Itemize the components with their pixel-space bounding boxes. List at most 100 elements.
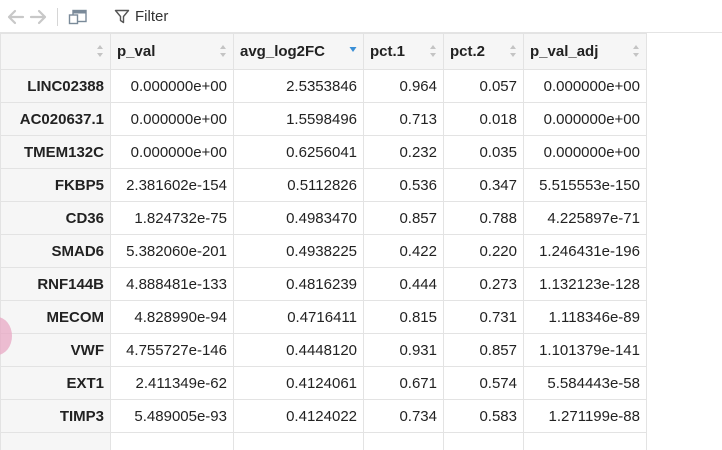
- header-row: p_val avg_log2FC pct.1 pct.2 p_val_adj: [0, 33, 647, 70]
- p-val-adj-cell: 4.225897e-71: [523, 201, 647, 235]
- avg-log2fc-cell: 0.5112826: [233, 168, 364, 202]
- pct-1-cell: 0.857: [363, 201, 444, 235]
- p-val-cell: 4.828990e-94: [110, 300, 234, 334]
- pct-1-cell: [363, 432, 444, 450]
- arrow-left-icon: [7, 9, 25, 25]
- column-header-rownames[interactable]: [0, 33, 111, 70]
- row-name-cell: FKBP5: [0, 168, 111, 202]
- p-val-cell: 0.000000e+00: [110, 135, 234, 169]
- filter-button[interactable]: Filter: [114, 5, 168, 27]
- p-val-cell: 4.888481e-133: [110, 267, 234, 301]
- cursor-highlight: [0, 317, 12, 355]
- table-row: MECOM 4.828990e-94 0.4716411 0.815 0.731…: [0, 300, 647, 334]
- sort-icon: [430, 45, 436, 57]
- row-name-cell: AC020637.1: [0, 102, 111, 136]
- row-name-cell: RNF144B: [0, 267, 111, 301]
- p-val-cell: 5.489005e-93: [110, 399, 234, 433]
- table-row: SMAD6 5.382060e-201 0.4938225 0.422 0.22…: [0, 234, 647, 268]
- avg-log2fc-cell: 0.4816239: [233, 267, 364, 301]
- table-row: TMEM132C 0.000000e+00 0.6256041 0.232 0.…: [0, 135, 647, 169]
- pct-2-cell: 0.857: [443, 333, 524, 367]
- data-table: p_val avg_log2FC pct.1 pct.2 p_val_adj: [0, 33, 647, 450]
- sort-icon: [220, 45, 226, 57]
- p-val-adj-cell: 1.132123e-128: [523, 267, 647, 301]
- p-val-adj-cell: 1.101379e-141: [523, 333, 647, 367]
- sort-descending-icon: [349, 47, 357, 52]
- row-name-cell: EXT1: [0, 366, 111, 400]
- table-row: AC020637.1 0.000000e+00 1.5598496 0.713 …: [0, 102, 647, 136]
- avg-log2fc-cell: 0.4983470: [233, 201, 364, 235]
- pct-2-cell: 0.035: [443, 135, 524, 169]
- back-button[interactable]: [6, 7, 26, 27]
- row-name-cell: LINC02388: [0, 69, 111, 103]
- row-name-cell: CD36: [0, 201, 111, 235]
- arrow-right-icon: [29, 9, 47, 25]
- avg-log2fc-cell: 2.5353846: [233, 69, 364, 103]
- pct-2-cell: [443, 432, 524, 450]
- pct-2-cell: 0.574: [443, 366, 524, 400]
- row-name-cell: [0, 432, 111, 450]
- avg-log2fc-cell: 1.5598496: [233, 102, 364, 136]
- p-val-cell: 5.382060e-201: [110, 234, 234, 268]
- sort-icon: [97, 45, 103, 57]
- p-val-adj-cell: 1.246431e-196: [523, 234, 647, 268]
- column-header-avg-log2fc[interactable]: avg_log2FC: [233, 33, 364, 70]
- p-val-cell: [110, 432, 234, 450]
- p-val-adj-cell: 1.271199e-88: [523, 399, 647, 433]
- pct-1-cell: 0.815: [363, 300, 444, 334]
- column-header-pct-2[interactable]: pct.2: [443, 33, 524, 70]
- pct-2-cell: 0.583: [443, 399, 524, 433]
- avg-log2fc-cell: 0.6256041: [233, 135, 364, 169]
- row-name-cell: TIMP3: [0, 399, 111, 433]
- sort-icon: [633, 45, 639, 57]
- popout-button[interactable]: [68, 7, 88, 27]
- toolbar-separator: [57, 8, 58, 26]
- p-val-cell: 2.381602e-154: [110, 168, 234, 202]
- row-name-cell: MECOM: [0, 300, 111, 334]
- p-val-adj-cell: [523, 432, 647, 450]
- table-row: LINC02388 0.000000e+00 2.5353846 0.964 0…: [0, 69, 647, 103]
- pct-2-cell: 0.731: [443, 300, 524, 334]
- p-val-adj-cell: 5.515553e-150: [523, 168, 647, 202]
- row-name-cell: SMAD6: [0, 234, 111, 268]
- row-name-cell: TMEM132C: [0, 135, 111, 169]
- forward-button[interactable]: [28, 7, 48, 27]
- avg-log2fc-cell: 0.4124061: [233, 366, 364, 400]
- p-val-adj-cell: 0.000000e+00: [523, 102, 647, 136]
- table-row: FKBP5 2.381602e-154 0.5112826 0.536 0.34…: [0, 168, 647, 202]
- pct-2-cell: 0.057: [443, 69, 524, 103]
- avg-log2fc-cell: 0.4124022: [233, 399, 364, 433]
- avg-log2fc-cell: [233, 432, 364, 450]
- pct-2-cell: 0.220: [443, 234, 524, 268]
- pct-1-cell: 0.964: [363, 69, 444, 103]
- data-grid: p_val avg_log2FC pct.1 pct.2 p_val_adj: [0, 33, 722, 450]
- pct-2-cell: 0.347: [443, 168, 524, 202]
- p-val-cell: 2.411349e-62: [110, 366, 234, 400]
- p-val-adj-cell: 0.000000e+00: [523, 135, 647, 169]
- table-row: EXT1 2.411349e-62 0.4124061 0.671 0.574 …: [0, 366, 647, 400]
- table-row: [0, 432, 647, 450]
- pct-1-cell: 0.444: [363, 267, 444, 301]
- avg-log2fc-cell: 0.4448120: [233, 333, 364, 367]
- table-row: RNF144B 4.888481e-133 0.4816239 0.444 0.…: [0, 267, 647, 301]
- p-val-adj-cell: 5.584443e-58: [523, 366, 647, 400]
- p-val-cell: 0.000000e+00: [110, 69, 234, 103]
- sort-icon: [510, 45, 516, 57]
- pct-2-cell: 0.018: [443, 102, 524, 136]
- pct-1-cell: 0.232: [363, 135, 444, 169]
- filter-label: Filter: [135, 7, 169, 25]
- table-row: VWF 4.755727e-146 0.4448120 0.931 0.857 …: [0, 333, 647, 367]
- pct-1-cell: 0.734: [363, 399, 444, 433]
- viewer-toolbar: Filter: [0, 0, 722, 33]
- column-header-p-val-adj[interactable]: p_val_adj: [523, 33, 647, 70]
- column-header-pct-1[interactable]: pct.1: [363, 33, 444, 70]
- table-row: CD36 1.824732e-75 0.4983470 0.857 0.788 …: [0, 201, 647, 235]
- pct-2-cell: 0.273: [443, 267, 524, 301]
- column-header-p-val[interactable]: p_val: [110, 33, 234, 70]
- p-val-cell: 1.824732e-75: [110, 201, 234, 235]
- pct-1-cell: 0.422: [363, 234, 444, 268]
- pct-2-cell: 0.788: [443, 201, 524, 235]
- pct-1-cell: 0.713: [363, 102, 444, 136]
- p-val-cell: 4.755727e-146: [110, 333, 234, 367]
- avg-log2fc-cell: 0.4716411: [233, 300, 364, 334]
